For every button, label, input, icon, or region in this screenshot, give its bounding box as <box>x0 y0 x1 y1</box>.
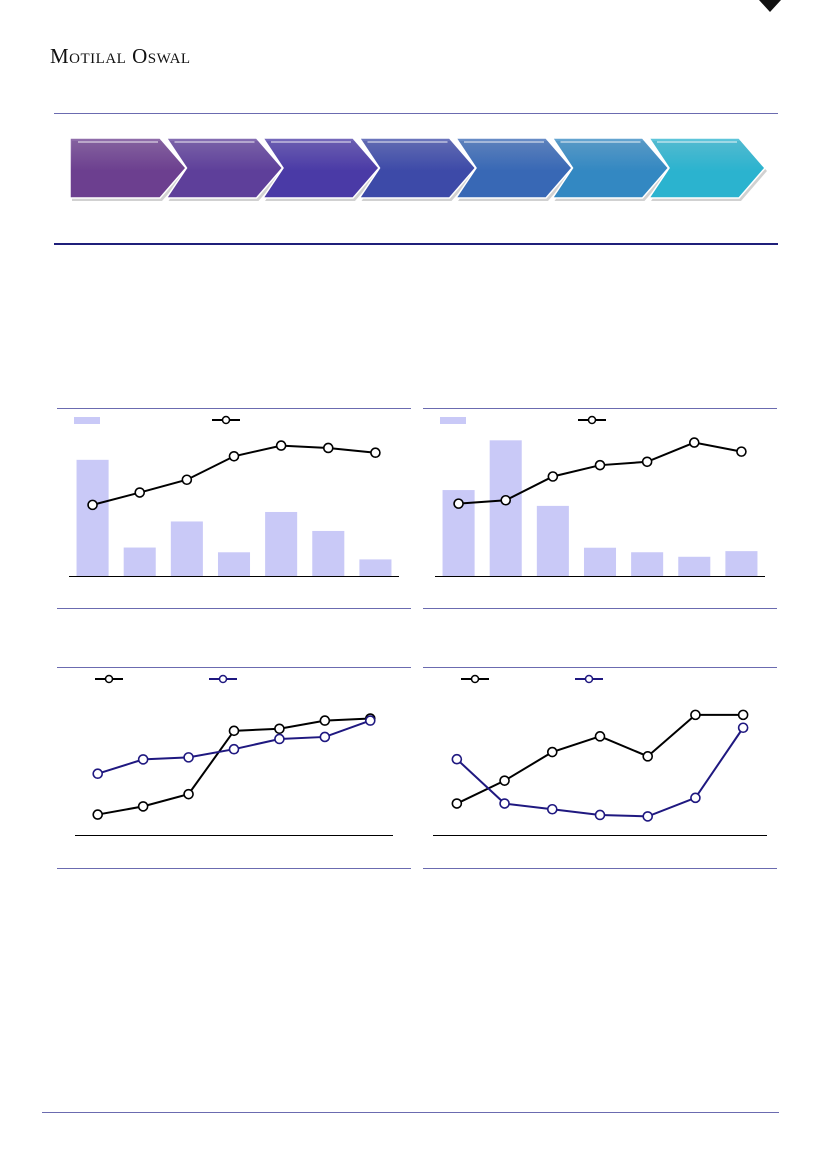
series-point <box>92 809 104 820</box>
series-point <box>228 450 240 462</box>
series-point <box>594 731 606 742</box>
series-point <box>546 746 558 758</box>
series-point <box>451 798 463 809</box>
series-point <box>547 471 559 482</box>
process-step-6 <box>551 137 670 199</box>
series-point <box>228 725 240 737</box>
series-point <box>690 709 701 721</box>
chart-3 <box>75 674 393 836</box>
process-step-7 <box>647 137 766 199</box>
series-point <box>642 811 654 822</box>
series-point <box>183 752 194 763</box>
series-point <box>275 440 287 451</box>
legend-bar-swatch <box>440 417 466 424</box>
process-flow-chevrons <box>69 137 767 201</box>
legend-series-1-marker <box>104 674 114 684</box>
process-step-3 <box>261 137 380 199</box>
footer-rule <box>42 1112 779 1113</box>
chart4-bottom-rule <box>423 868 777 869</box>
series-point <box>546 803 558 815</box>
series-point <box>453 498 464 509</box>
corner-triangle-mark <box>759 0 781 12</box>
series-point <box>690 792 701 804</box>
series-point <box>641 456 653 468</box>
series-point <box>642 751 654 762</box>
series-point <box>274 723 285 735</box>
series-point <box>499 798 510 809</box>
series-point <box>319 731 331 743</box>
process-step-1 <box>69 137 187 199</box>
chart3-bottom-rule <box>57 868 411 869</box>
process-step-2 <box>165 137 284 199</box>
legend-bar-swatch <box>74 417 100 424</box>
series-point <box>183 788 194 800</box>
series-point <box>737 709 749 721</box>
series-point <box>594 809 606 821</box>
bar <box>265 511 298 576</box>
series-point <box>319 715 331 726</box>
bar <box>123 547 156 576</box>
bar <box>583 547 617 576</box>
series-point <box>92 768 104 780</box>
bar <box>678 556 711 576</box>
series-point <box>181 474 193 486</box>
bar <box>536 505 569 576</box>
series-point <box>688 437 700 448</box>
bar <box>170 521 203 576</box>
chart-1 <box>69 415 399 577</box>
bar <box>217 552 251 576</box>
series-point <box>137 754 149 765</box>
series-point <box>500 494 512 506</box>
series-point <box>137 801 149 812</box>
section-rule-bottom <box>54 243 778 245</box>
series-point <box>364 715 376 726</box>
bar <box>312 530 345 576</box>
chart2-bottom-rule <box>423 608 777 609</box>
series-point <box>736 446 747 457</box>
legend-line-marker <box>221 415 231 425</box>
series-point <box>737 722 749 734</box>
bar <box>725 551 758 576</box>
series-point <box>594 459 606 471</box>
process-step-4 <box>358 137 477 199</box>
chart-4 <box>433 674 767 836</box>
chart4-top-rule <box>423 667 777 668</box>
bar <box>489 440 522 576</box>
chart1-top-rule <box>57 408 411 409</box>
chart3-top-rule <box>57 667 411 668</box>
series-point <box>274 733 285 745</box>
chart1-bottom-rule <box>57 608 411 609</box>
section-rule-top <box>54 113 778 114</box>
series-point <box>322 442 334 454</box>
series-point <box>87 499 98 511</box>
bar <box>359 559 392 576</box>
chart-2 <box>435 415 765 577</box>
series-point <box>228 743 240 755</box>
brand-logo-text: Motilal Oswal <box>50 44 191 68</box>
legend-series-2-marker <box>584 674 594 684</box>
bar <box>76 459 109 576</box>
series-point <box>499 775 510 786</box>
legend-series-1-marker <box>470 674 480 684</box>
legend-series-2-marker <box>218 674 228 684</box>
process-step-5 <box>454 137 573 199</box>
series-point <box>134 487 146 498</box>
series-point <box>370 447 381 459</box>
series-point <box>451 753 463 765</box>
legend-line-marker <box>587 415 597 425</box>
chart2-top-rule <box>423 408 777 409</box>
bar <box>631 552 664 576</box>
